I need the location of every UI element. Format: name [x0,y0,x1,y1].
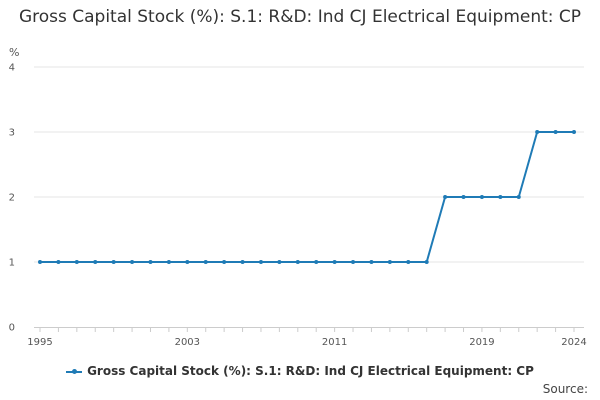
data-point-1996[interactable] [56,260,61,264]
y-tick-labels: 0 1 2 3 4 [9,63,15,334]
data-point-2011[interactable] [332,260,337,264]
chart-title: Gross Capital Stock (%): S.1: R&D: Ind C… [18,7,582,27]
data-point-2016[interactable] [424,260,429,264]
y-tick-label-2: 2 [9,193,15,204]
data-point-1998[interactable] [93,260,98,264]
data-point-2020[interactable] [498,195,503,199]
data-point-2001[interactable] [148,260,153,264]
data-point-2005[interactable] [222,260,227,264]
y-tick-label-3: 3 [9,128,15,139]
data-point-2010[interactable] [314,260,319,264]
x-tick-label-2024: 2024 [561,337,586,348]
data-point-1999[interactable] [111,260,116,264]
data-point-1997[interactable] [74,260,79,264]
data-point-2014[interactable] [387,260,392,264]
grid-lines [34,66,584,263]
legend[interactable]: Gross Capital Stock (%): S.1: R&D: Ind C… [0,364,600,378]
legend-label: Gross Capital Stock (%): S.1: R&D: Ind C… [87,364,534,378]
series-line-0 [40,131,574,263]
data-point-2015[interactable] [406,260,411,264]
x-axis [34,327,584,332]
data-point-2012[interactable] [351,260,356,264]
data-point-2013[interactable] [369,260,374,264]
x-tick-label-2019: 2019 [469,337,494,348]
data-point-2002[interactable] [166,260,171,264]
x-tick-label-1995: 1995 [27,337,52,348]
data-point-2009[interactable] [295,260,300,264]
data-point-2018[interactable] [461,195,466,199]
data-point-2004[interactable] [203,260,208,264]
y-tick-label-0: 0 [9,323,15,334]
data-point-2008[interactable] [277,260,282,264]
data-point-2019[interactable] [479,195,484,199]
data-point-2024[interactable] [572,130,576,134]
series-layer [38,130,576,264]
data-point-2007[interactable] [258,260,263,264]
data-point-2022[interactable] [535,130,540,134]
y-unit-label: % [9,46,19,59]
x-tick-label-2003: 2003 [175,337,200,348]
data-point-2017[interactable] [443,195,448,199]
y-tick-label-4: 4 [9,63,15,74]
data-point-2003[interactable] [185,260,190,264]
y-tick-label-1: 1 [9,258,15,269]
data-point-2023[interactable] [553,130,558,134]
x-tick-label-2011: 2011 [322,337,347,348]
source-label: Source: [542,382,588,396]
data-point-1995[interactable] [38,260,42,264]
legend-marker [72,368,78,374]
data-point-2006[interactable] [240,260,245,264]
data-point-2021[interactable] [516,195,521,199]
data-point-2000[interactable] [130,260,135,264]
legend-swatch [66,368,83,374]
x-tick-labels: 1995 2003 2011 2019 2024 [27,337,586,348]
